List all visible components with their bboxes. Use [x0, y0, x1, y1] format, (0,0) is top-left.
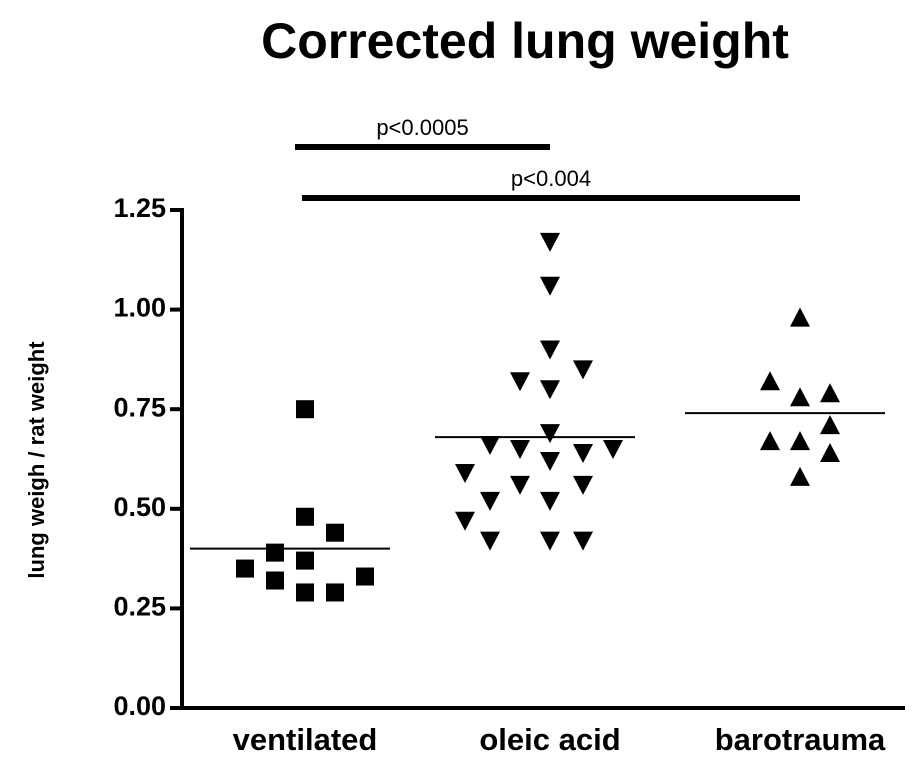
data-point [510, 440, 530, 460]
data-point [540, 424, 560, 444]
data-point [573, 531, 593, 551]
data-point [455, 511, 475, 531]
data-point [266, 543, 284, 562]
data-point [760, 431, 780, 451]
data-point [573, 475, 593, 495]
data-point [236, 559, 254, 578]
data-point [455, 463, 475, 483]
data-point [540, 232, 560, 252]
data-point [540, 380, 560, 400]
x-tick-label: barotrauma [715, 722, 886, 757]
data-point [820, 443, 840, 463]
significance-label: p<0.004 [511, 166, 591, 191]
data-point [296, 400, 314, 419]
y-axis-label: lung weigh / rat weight [24, 341, 49, 579]
y-tick-label: 0.50 [113, 492, 166, 522]
data-point [790, 307, 810, 327]
data-point [790, 466, 810, 486]
y-tick-label: 0.00 [113, 691, 166, 721]
y-tick-label: 1.00 [113, 293, 166, 323]
data-point [296, 507, 314, 526]
data-point [356, 567, 374, 586]
data-point [540, 340, 560, 360]
data-point [540, 451, 560, 471]
data-point [480, 491, 500, 511]
data-point [296, 551, 314, 570]
data-point [480, 436, 500, 456]
y-tick-label: 1.25 [113, 193, 166, 223]
data-point [540, 531, 560, 551]
data-point [820, 415, 840, 435]
x-tick-label: ventilated [233, 722, 378, 757]
data-point [510, 372, 530, 392]
data-point [540, 276, 560, 296]
data-point [510, 475, 530, 495]
data-point [820, 383, 840, 403]
data-point [480, 531, 500, 551]
data-point [296, 583, 314, 602]
data-point [326, 583, 344, 602]
data-point [266, 571, 284, 590]
data-point [573, 360, 593, 380]
data-point [790, 387, 810, 407]
data-point [326, 523, 344, 542]
x-tick-label: oleic acid [479, 722, 620, 757]
y-tick-label: 0.75 [113, 392, 166, 422]
y-tick-label: 0.25 [113, 592, 166, 622]
data-point [540, 491, 560, 511]
significance-label: p<0.0005 [376, 115, 468, 140]
chart-title: Corrected lung weight [261, 13, 789, 69]
data-point [760, 371, 780, 391]
data-point [603, 440, 623, 460]
data-point [790, 431, 810, 451]
data-point [573, 444, 593, 464]
